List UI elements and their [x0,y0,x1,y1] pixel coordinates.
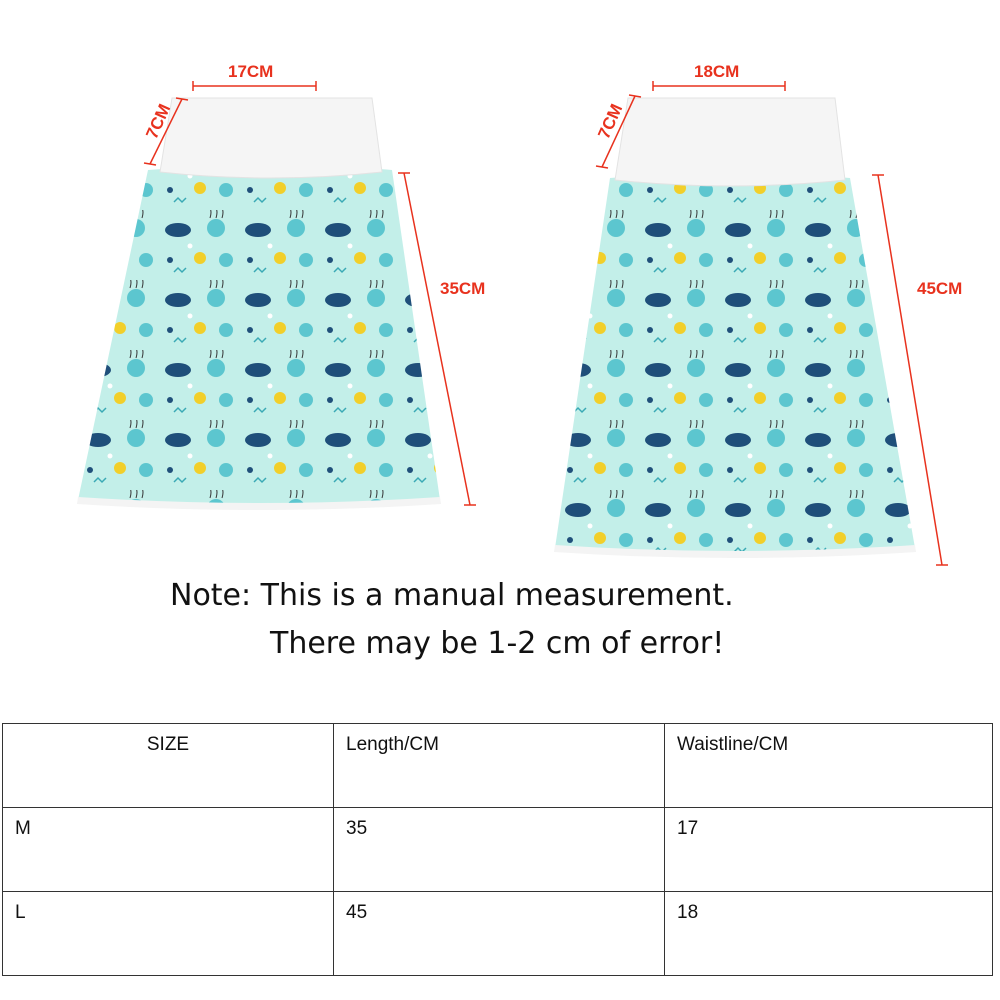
waist-label-m: 17CM [228,62,273,81]
table-row: L 45 18 [2,891,993,976]
table-header-row: SIZE Length/CM Waistline/CM [2,723,993,808]
size-table: SIZE Length/CM Waistline/CM M 35 17 L 45… [2,723,993,976]
band-label-l: 7CM [594,101,626,142]
product-illustration: 17CM 7CM 35CM 18CM 7CM 45CM [77,62,962,566]
skirt-m [77,97,441,510]
length-label-m: 35CM [440,279,485,298]
cell-size: M [2,807,334,892]
note-line-1: Note: This is a manual measurement. [170,578,734,613]
length-label-l: 45CM [917,279,962,298]
cell-length: 35 [333,807,665,892]
note-line-2: There may be 1-2 cm of error! [270,626,725,661]
measure-lines [143,81,948,566]
header-length: Length/CM [333,723,665,808]
cell-length: 45 [333,891,665,976]
waist-label-l: 18CM [694,62,739,81]
skirt-l [554,97,916,558]
table-row: M 35 17 [2,807,993,892]
cell-waistline: 17 [664,807,993,892]
cell-waistline: 18 [664,891,993,976]
cell-size: L [2,891,334,976]
header-waistline: Waistline/CM [664,723,993,808]
header-size: SIZE [2,723,334,808]
